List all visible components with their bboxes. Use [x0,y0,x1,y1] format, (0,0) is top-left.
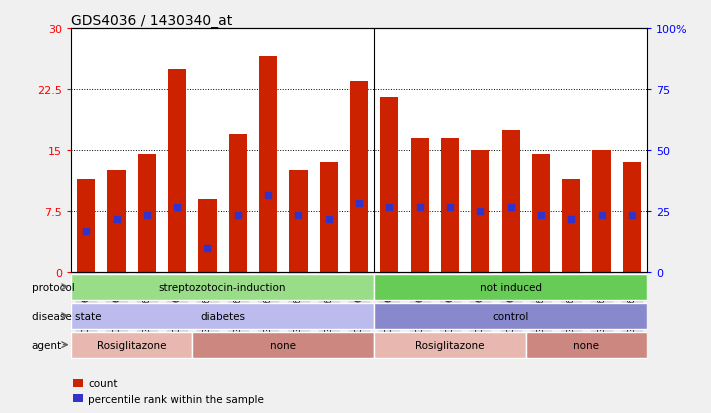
Text: none: none [270,340,296,350]
Bar [471,151,489,273]
Bar [623,163,641,273]
Bar [441,138,459,273]
Bar [501,131,520,273]
Bar [350,82,368,273]
Bar [532,155,550,273]
Text: control: control [493,311,529,321]
Text: agent: agent [32,340,62,350]
Bar [71,332,193,358]
Text: protocol: protocol [32,282,75,292]
Bar [71,303,374,329]
Text: none: none [573,340,599,350]
Bar [380,98,398,273]
Text: Rosiglitazone: Rosiglitazone [415,340,485,350]
Text: disease state: disease state [32,311,101,321]
Bar [193,332,374,358]
Bar [259,57,277,273]
Bar [410,138,429,273]
Text: streptozotocin-induction: streptozotocin-induction [159,282,287,292]
Bar [320,163,338,273]
Bar [229,135,247,273]
Text: not induced: not induced [480,282,542,292]
Bar [198,199,217,273]
Bar [592,151,611,273]
Bar [289,171,308,273]
Bar [77,179,95,273]
Bar [168,69,186,273]
Bar [374,274,647,300]
Text: diabetes: diabetes [201,311,245,321]
Bar [71,274,374,300]
Bar [138,155,156,273]
Text: Rosiglitazone: Rosiglitazone [97,340,166,350]
Bar [107,171,126,273]
Bar [374,332,525,358]
Bar [562,179,580,273]
Bar [525,332,647,358]
Text: GDS4036 / 1430340_at: GDS4036 / 1430340_at [71,14,232,28]
Legend: count, percentile rank within the sample: count, percentile rank within the sample [69,374,268,408]
Bar [374,303,647,329]
